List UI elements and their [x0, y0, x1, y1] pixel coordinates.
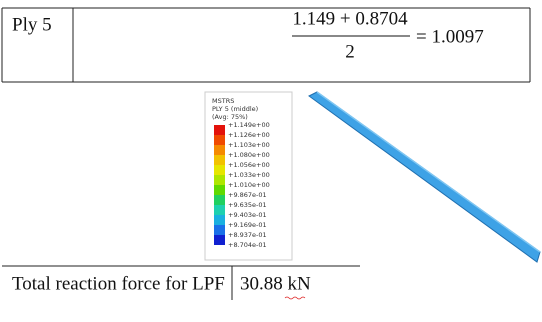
page: Ply 5 1.149 + 0.8704 2 = 1.0097 MSTRS PL…	[0, 0, 542, 322]
legend-band	[214, 215, 225, 225]
legend-value: +8.704e-01	[228, 241, 267, 249]
legend-value: +9.867e-01	[228, 191, 267, 199]
legend-band	[214, 135, 225, 145]
ply-edge	[317, 92, 540, 252]
legend-subtitle: PLY 5 (middle)	[212, 105, 258, 113]
legend-value: +9.169e-01	[228, 221, 267, 229]
legend-value: +1.056e+00	[228, 161, 270, 169]
footer-value: 30.88 kN	[240, 273, 311, 294]
spell-underline	[285, 297, 305, 299]
legend-value: +8.937e-01	[228, 231, 267, 239]
legend-band	[214, 205, 225, 215]
legend-value: +9.635e-01	[228, 201, 267, 209]
legend-band	[214, 145, 225, 155]
formula-denominator: 2	[345, 41, 355, 62]
document: Ply 5 1.149 + 0.8704 2 = 1.0097 MSTRS PL…	[0, 0, 542, 322]
legend-value: +1.033e+00	[228, 171, 270, 179]
legend-band	[214, 125, 225, 135]
legend-value: +9.403e-01	[228, 211, 267, 219]
legend-band	[214, 165, 225, 175]
ply-model	[309, 92, 540, 262]
legend-band	[214, 195, 225, 205]
legend-value: +1.103e+00	[228, 141, 270, 149]
legend-band	[214, 175, 225, 185]
legend-band	[214, 225, 225, 235]
row-label: Ply 5	[12, 14, 52, 35]
legend-value: +1.149e+00	[228, 121, 270, 129]
legend-value: +1.126e+00	[228, 131, 270, 139]
formula-numerator: 1.149 + 0.8704	[292, 8, 408, 29]
legend-value: +1.080e+00	[228, 151, 270, 159]
formula-result: = 1.0097	[416, 26, 484, 47]
legend-averaging: (Avg: 75%)	[212, 113, 248, 121]
legend-title: MSTRS	[212, 97, 234, 105]
legend-band	[214, 185, 225, 195]
footer-label: Total reaction force for LPF	[12, 273, 225, 294]
legend-band	[214, 155, 225, 165]
legend-value: +1.010e+00	[228, 181, 270, 189]
legend-band	[214, 235, 225, 245]
